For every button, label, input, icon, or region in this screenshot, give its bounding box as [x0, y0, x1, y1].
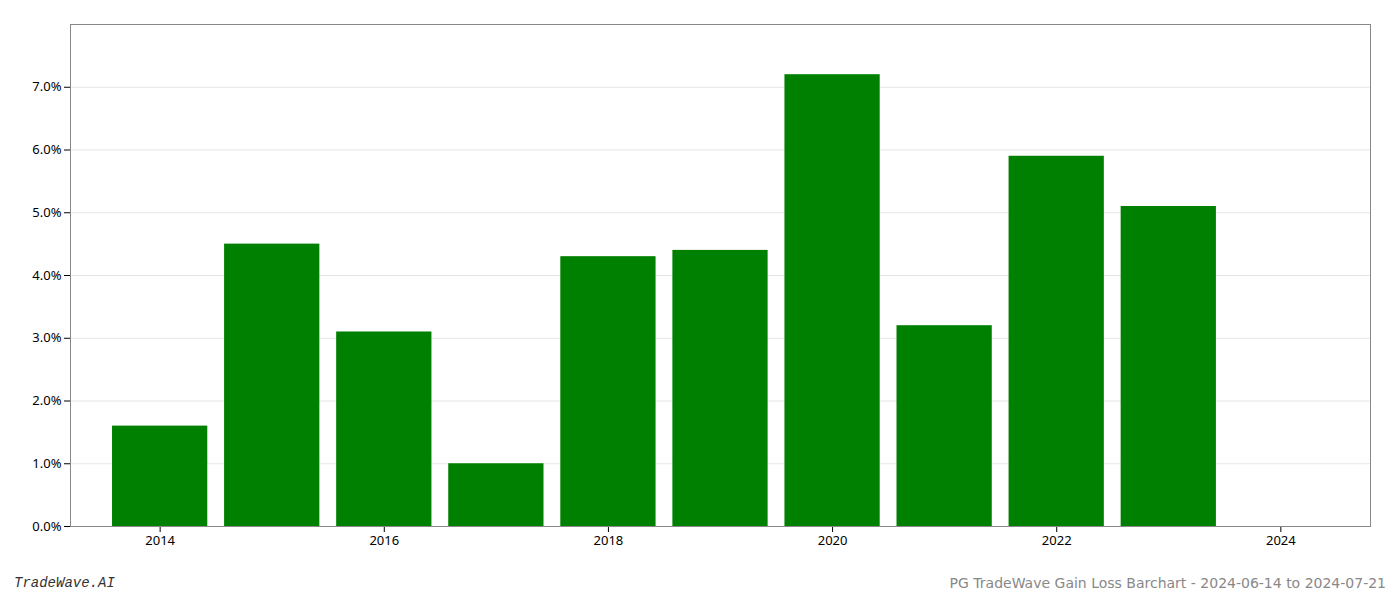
svg-text:1.0%: 1.0%	[32, 454, 61, 472]
html-text:TradeWave.AI: TradeWave.AI	[14, 575, 115, 591]
svg-text:4.0%: 4.0%	[32, 266, 61, 284]
svg-text:2.0%: 2.0%	[32, 391, 61, 409]
svg-text:2016: 2016	[369, 531, 399, 549]
svg-text:2020: 2020	[818, 531, 848, 549]
svg-text:2014: 2014	[145, 531, 175, 549]
svg-text:2022: 2022	[1042, 531, 1072, 549]
svg-text:2024: 2024	[1266, 531, 1296, 549]
svg-text:6.0%: 6.0%	[32, 140, 61, 158]
svg-text:0.0%: 0.0%	[32, 517, 61, 535]
html-text:PG TradeWave Gain Loss Barchar: PG TradeWave Gain Loss Barchart - 2024-0…	[949, 575, 1386, 591]
svg-text:3.0%: 3.0%	[32, 328, 61, 346]
svg-text:5.0%: 5.0%	[32, 203, 61, 221]
svg-text:7.0%: 7.0%	[32, 77, 61, 95]
svg-text:2018: 2018	[594, 531, 624, 549]
